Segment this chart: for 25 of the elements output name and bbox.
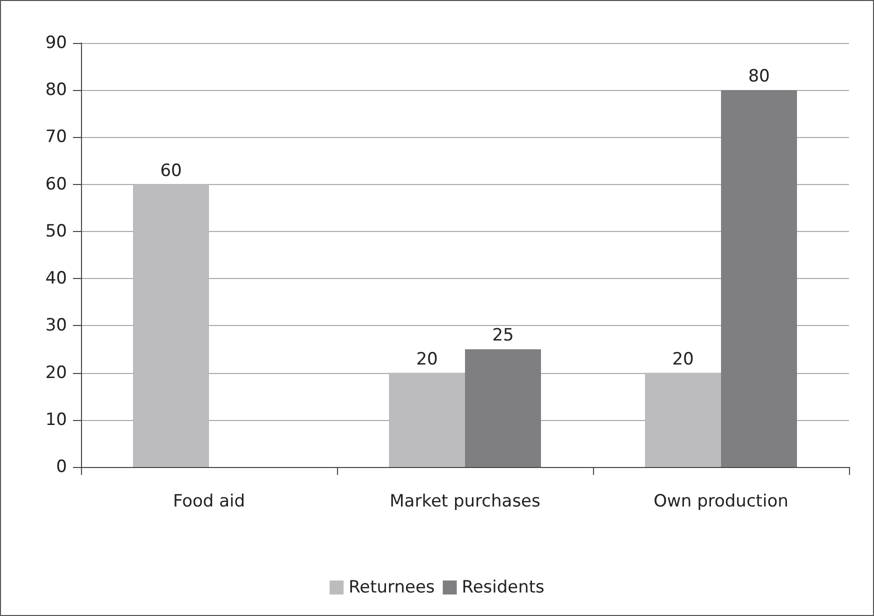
bar	[465, 349, 541, 467]
legend-label: Returnees	[348, 578, 435, 598]
bar	[645, 372, 721, 467]
legend-label: Residents	[462, 578, 545, 598]
y-tick-label: 50	[45, 221, 67, 242]
y-tick-label: 10	[45, 410, 67, 430]
x-tick-label: Own production	[654, 492, 788, 512]
y-tick-label: 20	[45, 362, 67, 383]
data-label: 20	[672, 349, 694, 370]
bar	[721, 90, 797, 467]
x-tick-label: Food aid	[172, 492, 246, 512]
y-tick-label: 40	[45, 268, 67, 289]
x-tick-label: Market purchases	[390, 492, 541, 512]
data-label: 20	[416, 349, 438, 370]
data-label: 60	[160, 160, 182, 181]
y-tick-label: 0	[56, 457, 67, 477]
bar	[133, 184, 209, 467]
y-tick-label: 90	[45, 33, 67, 53]
y-tick-label: 30	[45, 316, 67, 336]
data-label: 25	[492, 326, 514, 346]
y-tick-label: 60	[45, 174, 67, 194]
bar	[389, 372, 465, 467]
y-tick-label: 80	[45, 80, 67, 100]
data-label: 80	[748, 66, 770, 87]
y-tick-label: 70	[45, 127, 67, 148]
